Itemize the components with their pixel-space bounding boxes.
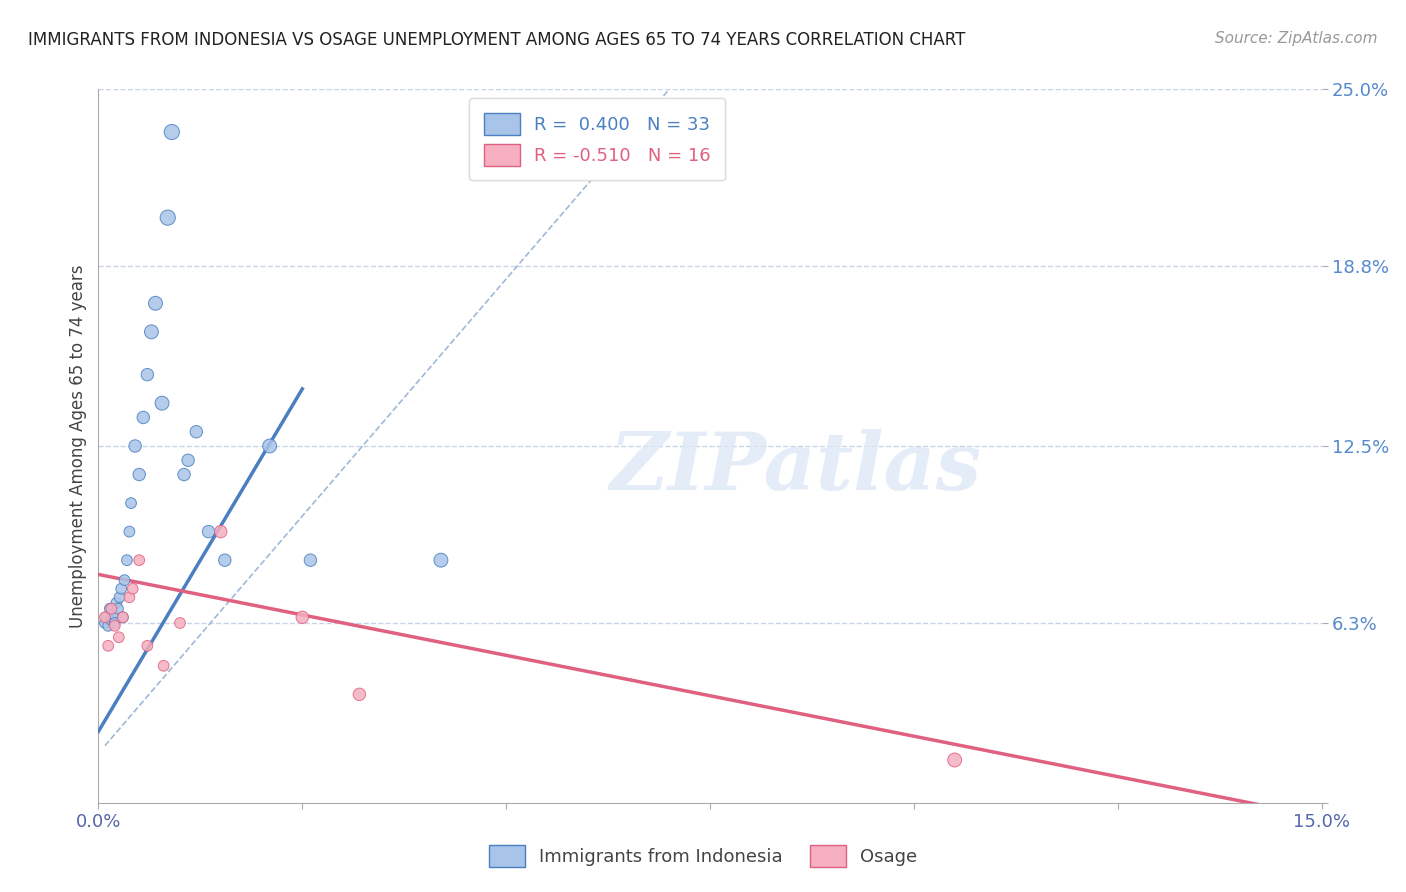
Point — [128, 467, 150, 482]
Point — [259, 439, 281, 453]
Point — [136, 368, 159, 382]
Point — [97, 619, 120, 633]
Legend: Immigrants from Indonesia, Osage: Immigrants from Indonesia, Osage — [481, 838, 925, 874]
Point — [152, 658, 174, 673]
Point — [98, 601, 121, 615]
Point — [156, 211, 179, 225]
Point — [150, 396, 173, 410]
Point — [115, 553, 138, 567]
Point — [111, 610, 134, 624]
Point — [105, 596, 128, 610]
Point — [209, 524, 232, 539]
Point — [104, 619, 127, 633]
Point — [197, 524, 219, 539]
Point — [132, 410, 155, 425]
Point — [111, 610, 134, 624]
Point — [136, 639, 159, 653]
Text: Source: ZipAtlas.com: Source: ZipAtlas.com — [1215, 31, 1378, 46]
Y-axis label: Unemployment Among Ages 65 to 74 years: Unemployment Among Ages 65 to 74 years — [69, 264, 87, 628]
Point — [108, 630, 131, 644]
Point — [94, 615, 117, 630]
Point — [108, 591, 131, 605]
Point — [186, 425, 208, 439]
Point — [169, 615, 191, 630]
Point — [110, 582, 132, 596]
Point — [173, 467, 195, 482]
Point — [299, 553, 322, 567]
Point — [104, 615, 127, 630]
Point — [94, 610, 117, 624]
Point — [100, 613, 122, 627]
Point — [128, 553, 150, 567]
Point — [96, 610, 118, 624]
Point — [160, 125, 183, 139]
Text: ZIPatlas: ZIPatlas — [610, 429, 981, 506]
Point — [177, 453, 200, 467]
Point — [118, 524, 141, 539]
Point — [120, 496, 142, 510]
Point — [97, 639, 120, 653]
Point — [145, 296, 167, 310]
Point — [943, 753, 966, 767]
Point — [124, 439, 146, 453]
Point — [214, 553, 236, 567]
Point — [101, 607, 124, 622]
Point — [430, 553, 453, 567]
Point — [121, 582, 143, 596]
Text: IMMIGRANTS FROM INDONESIA VS OSAGE UNEMPLOYMENT AMONG AGES 65 TO 74 YEARS CORREL: IMMIGRANTS FROM INDONESIA VS OSAGE UNEMP… — [28, 31, 966, 49]
Legend: R =  0.400   N = 33, R = -0.510   N = 16: R = 0.400 N = 33, R = -0.510 N = 16 — [470, 98, 725, 180]
Point — [114, 573, 136, 587]
Point — [349, 687, 371, 701]
Point — [291, 610, 314, 624]
Point — [118, 591, 141, 605]
Point — [107, 601, 129, 615]
Point — [100, 601, 122, 615]
Point — [141, 325, 163, 339]
